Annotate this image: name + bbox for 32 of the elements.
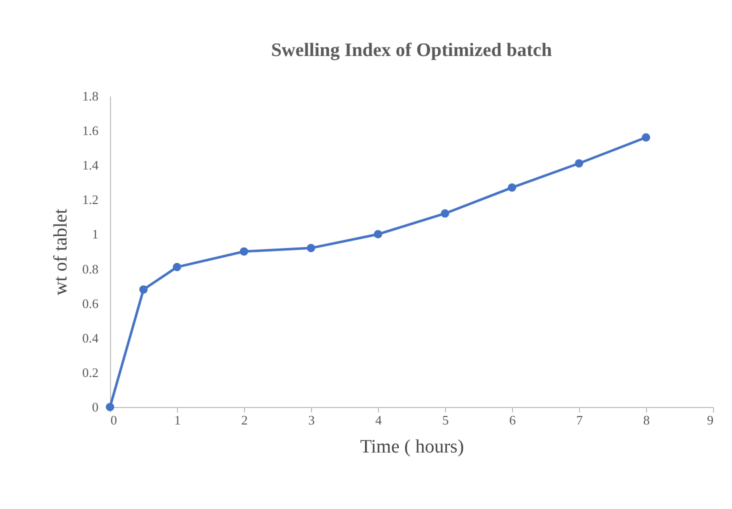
- point: [139, 285, 148, 294]
- y-tick-label: 0: [92, 400, 98, 414]
- x-tick-label: 8: [643, 412, 650, 428]
- point: [306, 244, 316, 252]
- y-tick-label: 0.4: [82, 330, 99, 346]
- y-tick-label: 1.8: [82, 88, 98, 104]
- x-tick-label: 9: [707, 412, 714, 428]
- y-tick-label: 1.6: [82, 123, 99, 138]
- x-tick-label: 0: [110, 412, 117, 428]
- y-tick-label: 1: [92, 226, 98, 242]
- point: [642, 133, 650, 142]
- y-axis-title: wt of tablet: [50, 208, 72, 296]
- x-tick-label: 5: [442, 412, 449, 428]
- chart-title: Swelling Index of Optimized batch: [271, 40, 552, 61]
- point: [240, 247, 248, 256]
- x-tick-label: 7: [576, 412, 584, 428]
- x-tick-label: 3: [308, 412, 315, 428]
- point: [172, 262, 182, 272]
- point: [374, 230, 382, 238]
- y-tick-label: 0.2: [82, 364, 98, 380]
- x-tick-label: 6: [509, 412, 516, 428]
- x-tick-label: 1: [174, 412, 181, 428]
- point: [508, 183, 516, 192]
- x-tick-label: 4: [375, 412, 382, 428]
- y-tick-label: 1.2: [82, 192, 98, 208]
- x-tick-label: 2: [241, 412, 248, 428]
- y-tick-label: 0.8: [82, 261, 98, 276]
- y-tick-label: 0.6: [82, 296, 99, 311]
- point: [574, 159, 584, 168]
- point: [440, 209, 450, 218]
- x-axis-title: Time ( hours): [360, 436, 464, 458]
- y-tick-label: 1.4: [82, 158, 99, 173]
